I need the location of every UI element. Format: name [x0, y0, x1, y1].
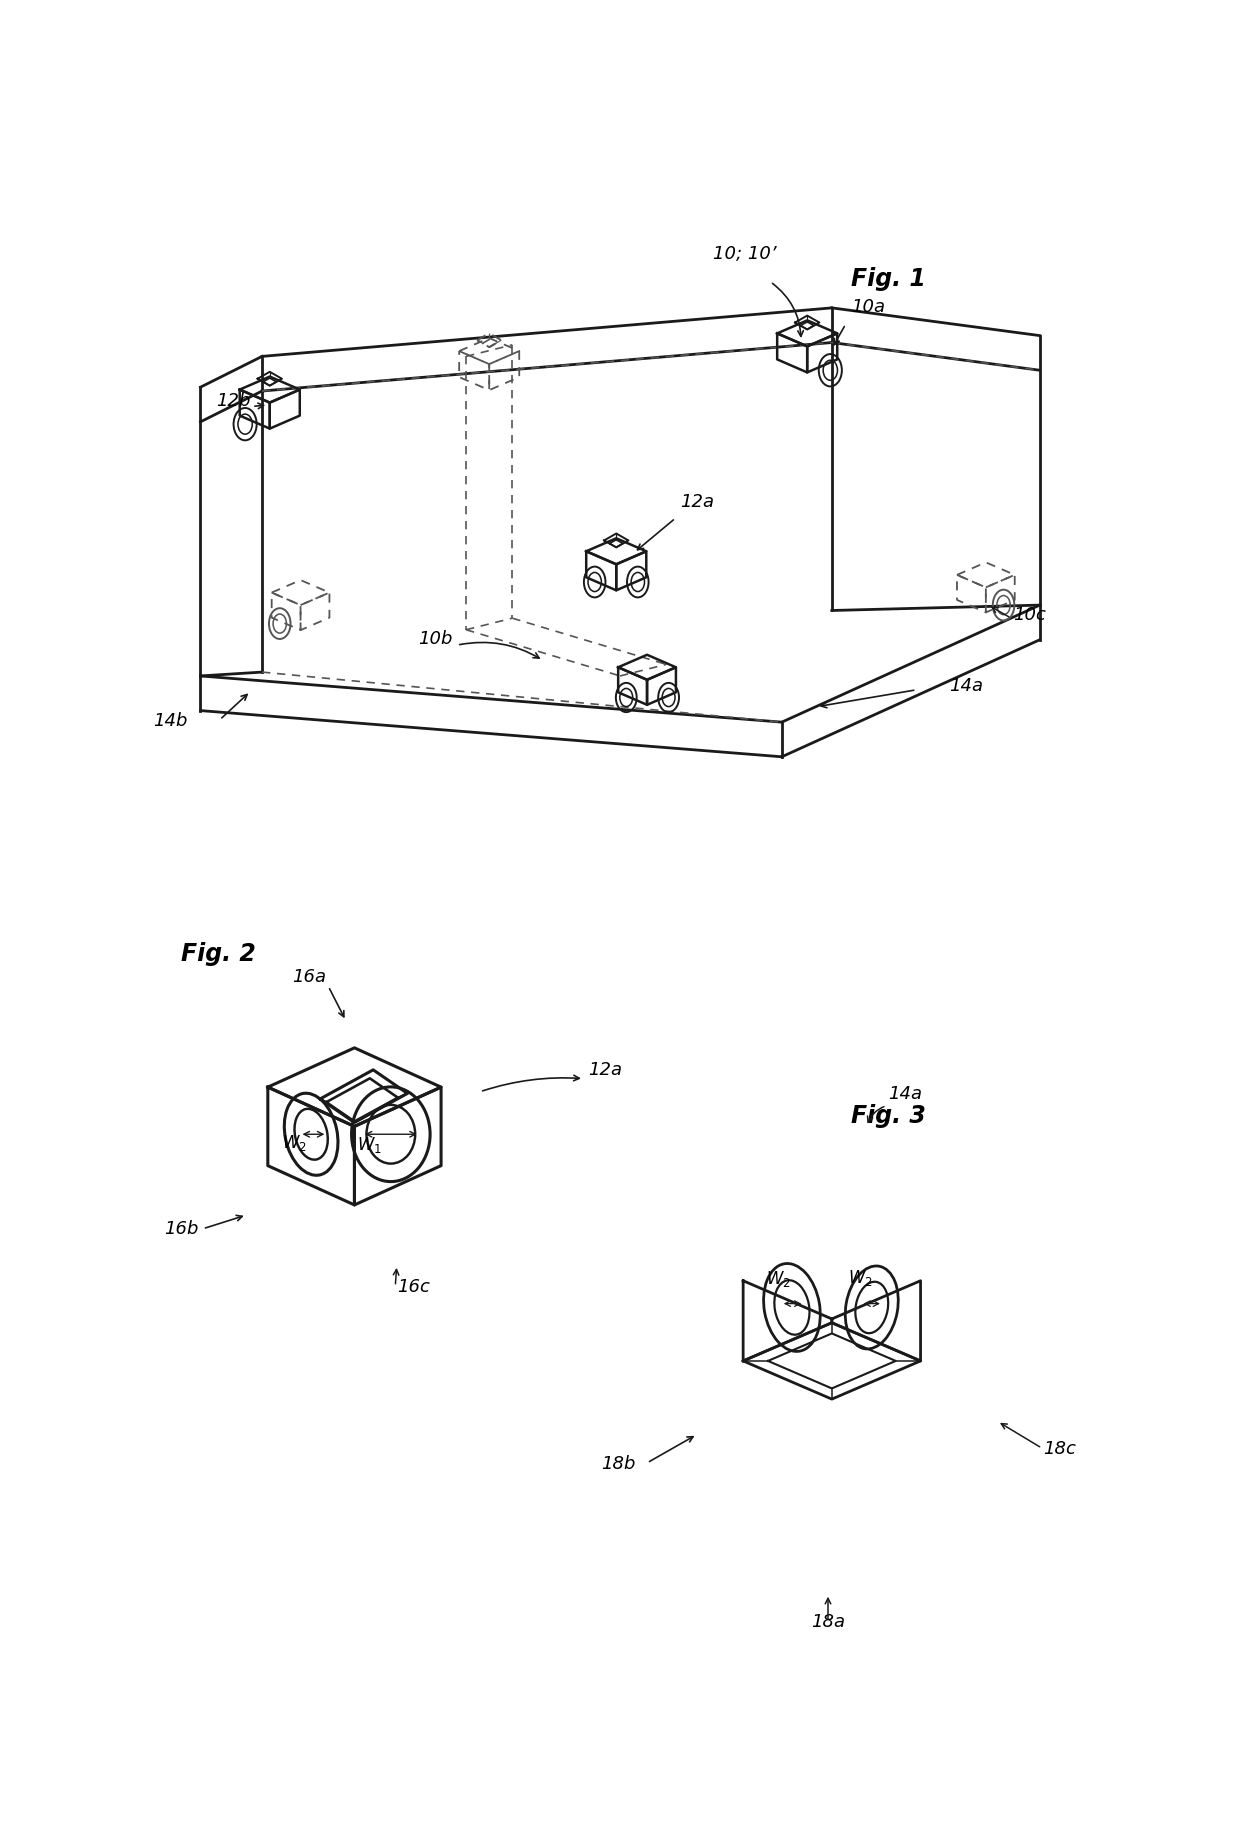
Text: 18a: 18a [811, 1612, 844, 1631]
Text: 10; 10’: 10; 10’ [713, 244, 776, 262]
Text: $W_1$: $W_1$ [357, 1134, 382, 1154]
Text: 12b: 12b [216, 392, 250, 410]
Text: 16c: 16c [397, 1278, 430, 1297]
Text: Fig. 3: Fig. 3 [851, 1103, 926, 1127]
Text: $W_2$: $W_2$ [848, 1267, 873, 1287]
Text: 10c: 10c [1013, 606, 1045, 624]
Text: 14a: 14a [888, 1086, 923, 1103]
Text: 12a: 12a [681, 493, 714, 510]
Text: 16b: 16b [164, 1221, 198, 1237]
Text: 12a: 12a [588, 1060, 621, 1079]
Text: Fig. 1: Fig. 1 [851, 266, 926, 290]
Text: 10a: 10a [851, 299, 885, 316]
Text: 14a: 14a [950, 678, 983, 694]
Text: $W_2$: $W_2$ [281, 1132, 306, 1153]
Text: 18b: 18b [601, 1455, 635, 1474]
Text: 10b: 10b [418, 630, 453, 648]
Text: Fig. 2: Fig. 2 [181, 942, 257, 966]
Text: $W_2$: $W_2$ [766, 1269, 790, 1289]
Text: 16a: 16a [291, 968, 326, 986]
Text: 18c: 18c [1044, 1439, 1076, 1457]
Text: 14b: 14b [153, 711, 187, 730]
